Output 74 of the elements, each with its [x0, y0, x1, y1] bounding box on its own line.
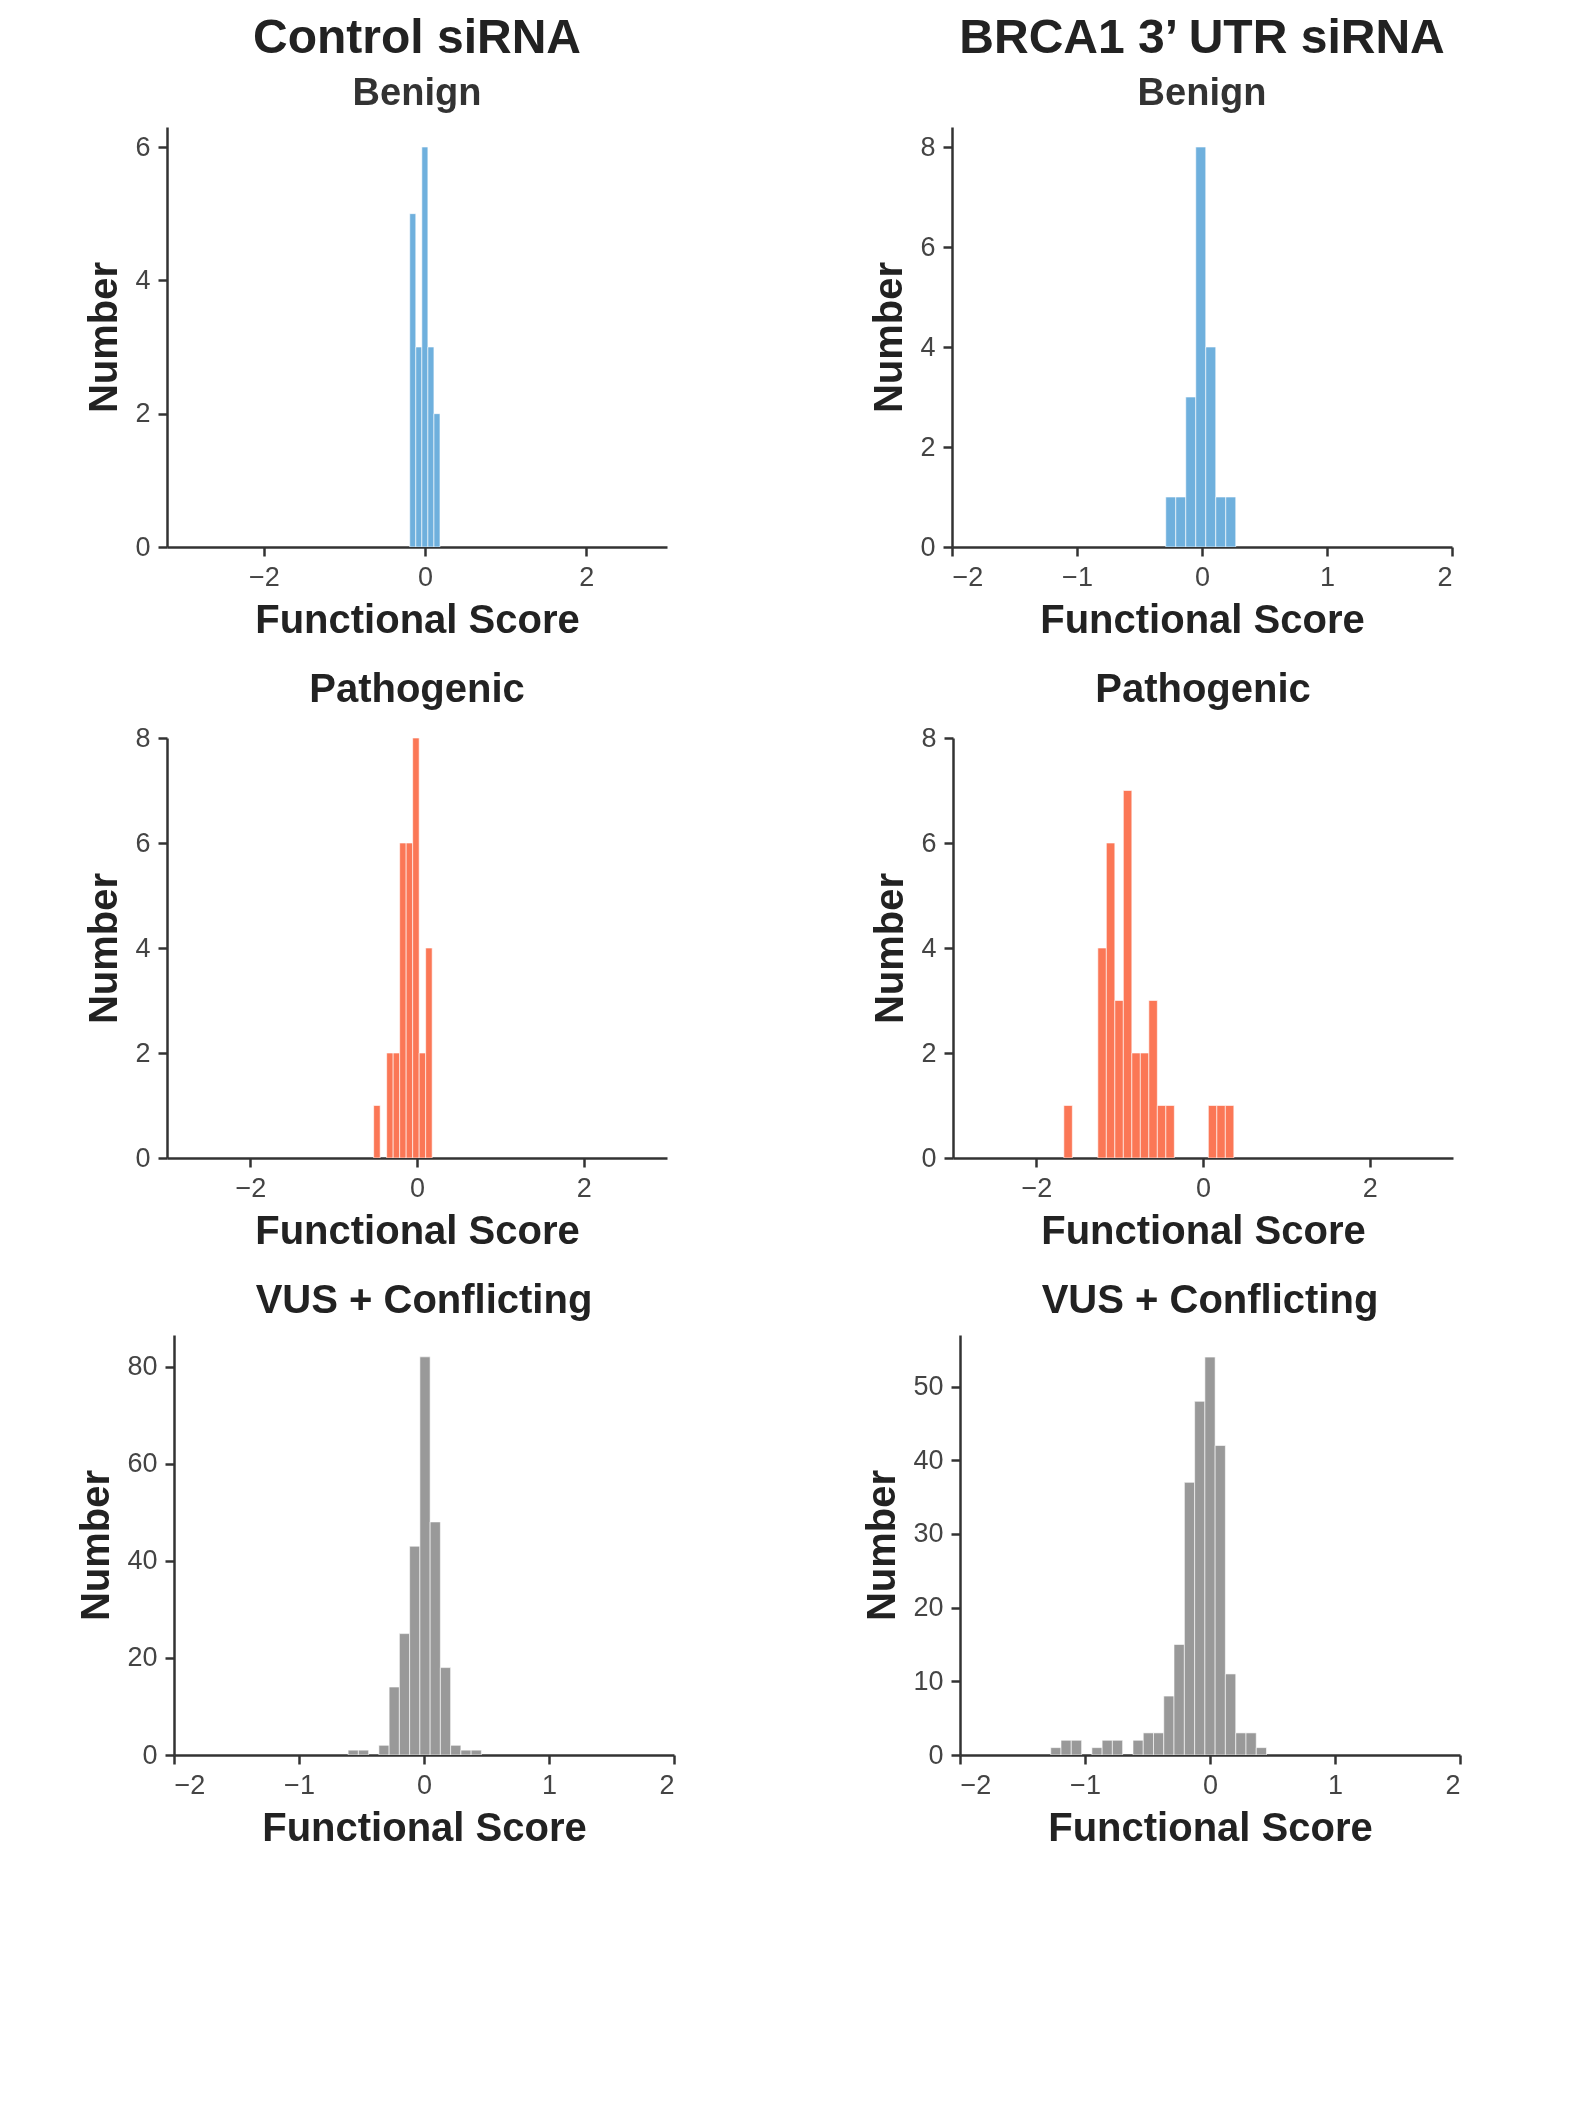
x-tick-label: 1	[1319, 561, 1336, 592]
x-tick-label: −2	[235, 1172, 267, 1203]
y-tick-label: 10	[912, 1665, 943, 1696]
chart-subtitle: Benign	[352, 71, 482, 113]
x-tick-label: −1	[1069, 1769, 1101, 1800]
x-tick-label: 1	[1327, 1769, 1343, 1800]
x-axis-title: Functional Score	[255, 596, 580, 641]
chart-title: VUS + Conflicting	[1041, 1277, 1378, 1321]
x-tick-label: 0	[1202, 1769, 1218, 1800]
x-tick-label: −1	[283, 1769, 315, 1800]
y-tick-label: 6	[135, 827, 151, 858]
y-axis-title: Number	[867, 872, 912, 1025]
x-axis-title: Functional Score	[261, 1804, 587, 1849]
y-tick-label: 2	[921, 1037, 937, 1068]
chart-title: Pathogenic	[1095, 666, 1311, 710]
x-tick-label: 2	[576, 1172, 592, 1203]
x-tick-label: −2	[952, 561, 984, 592]
y-tick-label: 6	[135, 131, 151, 162]
y-tick-label: 40	[912, 1444, 943, 1475]
y-tick-label: 0	[141, 1739, 157, 1770]
y-axis-title: Number	[81, 261, 126, 414]
y-tick-label: 2	[920, 431, 936, 462]
x-tick-label: 1	[541, 1769, 557, 1800]
x-tick-label: 2	[658, 1769, 674, 1800]
x-axis-title: Functional Score	[1041, 1207, 1366, 1252]
chart-subtitle: Benign	[1137, 71, 1267, 113]
x-tick-label: 0	[416, 1769, 432, 1800]
y-tick-label: 20	[912, 1592, 943, 1623]
x-axis-title: Functional Score	[1040, 596, 1365, 641]
chart-title: VUS + Conflicting	[255, 1277, 592, 1321]
y-tick-label: 80	[126, 1351, 157, 1382]
y-tick-label: 20	[126, 1642, 157, 1673]
x-tick-label: 0	[1194, 561, 1211, 592]
x-axis-title: Functional Score	[1047, 1804, 1373, 1849]
y-tick-label: 8	[921, 722, 937, 753]
y-axis-title: Number	[866, 261, 911, 414]
y-tick-label: 30	[912, 1518, 943, 1549]
x-tick-label: 0	[409, 1172, 426, 1203]
chart-title: Control siRNA	[253, 10, 581, 63]
y-tick-label: 6	[920, 231, 936, 262]
x-tick-label: −2	[960, 1769, 991, 1800]
x-tick-label: 0	[1195, 1172, 1212, 1203]
y-tick-label: 4	[135, 264, 151, 295]
y-tick-label: 0	[135, 531, 151, 562]
x-tick-label: −1	[1062, 561, 1093, 592]
y-tick-label: 0	[135, 1142, 151, 1173]
x-tick-label: 2	[1444, 1769, 1460, 1800]
chart-title: BRCA1 3’ UTR siRNA	[959, 10, 1445, 63]
y-tick-label: 8	[920, 131, 936, 162]
y-tick-label: 50	[912, 1371, 943, 1402]
y-tick-label: 4	[921, 932, 937, 963]
chart-title: Pathogenic	[309, 666, 525, 710]
x-tick-label: 2	[1437, 561, 1453, 592]
y-tick-label: 0	[927, 1739, 943, 1770]
x-tick-label: −2	[248, 561, 280, 592]
x-tick-label: 2	[1362, 1172, 1378, 1203]
y-tick-label: 0	[920, 531, 936, 562]
y-tick-label: 6	[921, 827, 937, 858]
y-tick-label: 2	[135, 1037, 151, 1068]
y-axis-title: Number	[858, 1469, 903, 1622]
y-axis-title: Number	[72, 1469, 117, 1622]
y-tick-label: 4	[920, 331, 936, 362]
x-tick-label: 0	[418, 561, 434, 592]
y-tick-label: 4	[135, 932, 151, 963]
y-tick-label: 60	[126, 1448, 157, 1479]
x-tick-label: −2	[174, 1769, 205, 1800]
y-tick-label: 40	[126, 1545, 157, 1576]
y-tick-label: 8	[135, 722, 151, 753]
y-tick-label: 2	[135, 398, 151, 429]
y-axis-title: Number	[81, 872, 126, 1025]
x-axis-title: Functional Score	[255, 1207, 580, 1252]
y-tick-label: 0	[921, 1142, 937, 1173]
x-tick-label: −2	[1021, 1172, 1053, 1203]
x-tick-label: 2	[579, 561, 595, 592]
